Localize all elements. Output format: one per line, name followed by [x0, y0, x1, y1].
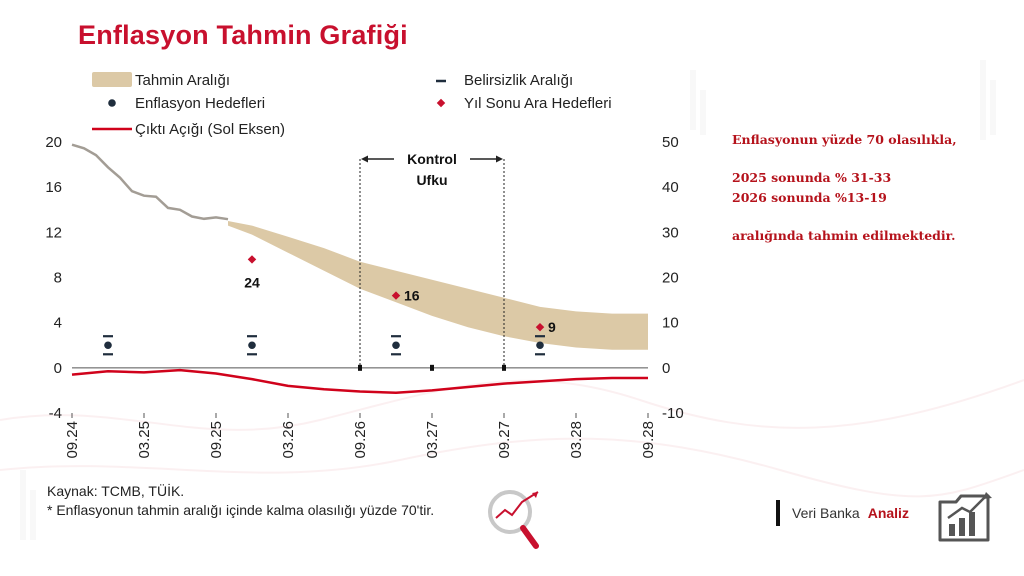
left-axis-tick: 0 [54, 360, 62, 377]
forecast-band [228, 221, 648, 350]
interim-target-label: 9 [548, 319, 556, 335]
brand-block: Veri Banka Analiz [776, 500, 909, 526]
control-horizon-arrowhead-left [361, 155, 368, 163]
legend-gap-label: Çıktı Açığı (Sol Eksen) [135, 121, 285, 138]
left-axis-tick: 4 [54, 315, 62, 332]
x-axis-tick-label: 03.26 [280, 421, 297, 459]
horizon-zero-marker [502, 364, 506, 371]
note-line-2: 2025 sonunda % 31-33 [732, 170, 892, 185]
note-line-4: aralığında tahmin edilmektedir. [732, 228, 956, 243]
left-axis-tick: 20 [45, 134, 62, 151]
left-axis-tick: -4 [49, 405, 62, 422]
x-axis-tick-label: 03.28 [568, 421, 585, 459]
page-title: Enflasyon Tahmin Grafiği [78, 20, 408, 50]
x-axis-tick-label: 09.25 [208, 421, 225, 459]
legend-interim-marker [436, 98, 446, 108]
legend-target-label: Enflasyon Hedefleri [135, 95, 265, 112]
x-axis-tick-label: 03.27 [424, 421, 441, 459]
x-axis-tick-label: 09.26 [352, 421, 369, 459]
left-axis-tick: 16 [45, 179, 62, 196]
right-axis-tick: 0 [662, 360, 670, 377]
x-axis-tick-label: 03.25 [136, 421, 153, 459]
chart-legend: Tahmin Aralığı Enflasyon Hedefleri Çıktı… [92, 72, 612, 138]
folder-chart-icon [938, 492, 992, 542]
control-horizon-label-2: Ufku [416, 172, 447, 188]
left-axis-tick: 8 [54, 270, 62, 287]
output-gap-line [71, 368, 648, 394]
legend-band-label: Tahmin Aralığı [135, 72, 230, 89]
right-axis-tick: 20 [662, 270, 679, 287]
left-axis-tick: 12 [45, 224, 62, 241]
inflation-target-point [104, 341, 112, 350]
right-axis-tick: 40 [662, 179, 679, 196]
control-horizon-arrowhead-right [496, 155, 503, 163]
x-axis-tick-label: 09.24 [64, 421, 81, 459]
x-axis-tick-label: 09.27 [496, 421, 513, 459]
horizon-zero-marker [358, 364, 362, 371]
source-line: Kaynak: TCMB, TÜİK. [47, 483, 185, 499]
control-horizon-label-1: Kontrol [407, 151, 457, 167]
inflation-target-point [392, 341, 400, 350]
interim-target-label: 24 [244, 274, 260, 290]
interim-target-label: 16 [404, 288, 420, 304]
right-axis-tick: 30 [662, 224, 679, 241]
inflation-target-point [536, 341, 544, 350]
magnifier-chart-icon [488, 490, 539, 549]
interim-target-point [391, 291, 401, 300]
legend-target-marker [108, 99, 116, 107]
brand-tag: Analiz [867, 505, 909, 521]
horizon-zero-marker [430, 364, 434, 371]
legend-interim-label: Yıl Sonu Ara Hedefleri [464, 95, 612, 112]
note-line-3: 2026 sonunda %13-19 [732, 190, 887, 205]
note-line-1: Enflasyonun yüzde 70 olasılıkla, [732, 132, 957, 147]
inflation-history-line [71, 143, 229, 221]
footnote-line: * Enflasyonun tahmin aralığı içinde kalm… [47, 502, 435, 518]
legend-band-swatch [92, 72, 132, 87]
interim-target-point [535, 322, 545, 332]
right-axis-tick: -10 [662, 405, 684, 422]
brand-divider [776, 500, 780, 526]
x-axis-tick-label: 09.28 [640, 421, 657, 459]
interim-target-point [247, 255, 257, 264]
inflation-target-point [248, 341, 256, 350]
brand-name: Veri Banka [792, 505, 860, 521]
right-axis-tick: 50 [662, 134, 679, 151]
right-axis-tick: 10 [662, 315, 679, 332]
legend-uncertainty-label: Belirsizlik Aralığı [464, 72, 573, 89]
